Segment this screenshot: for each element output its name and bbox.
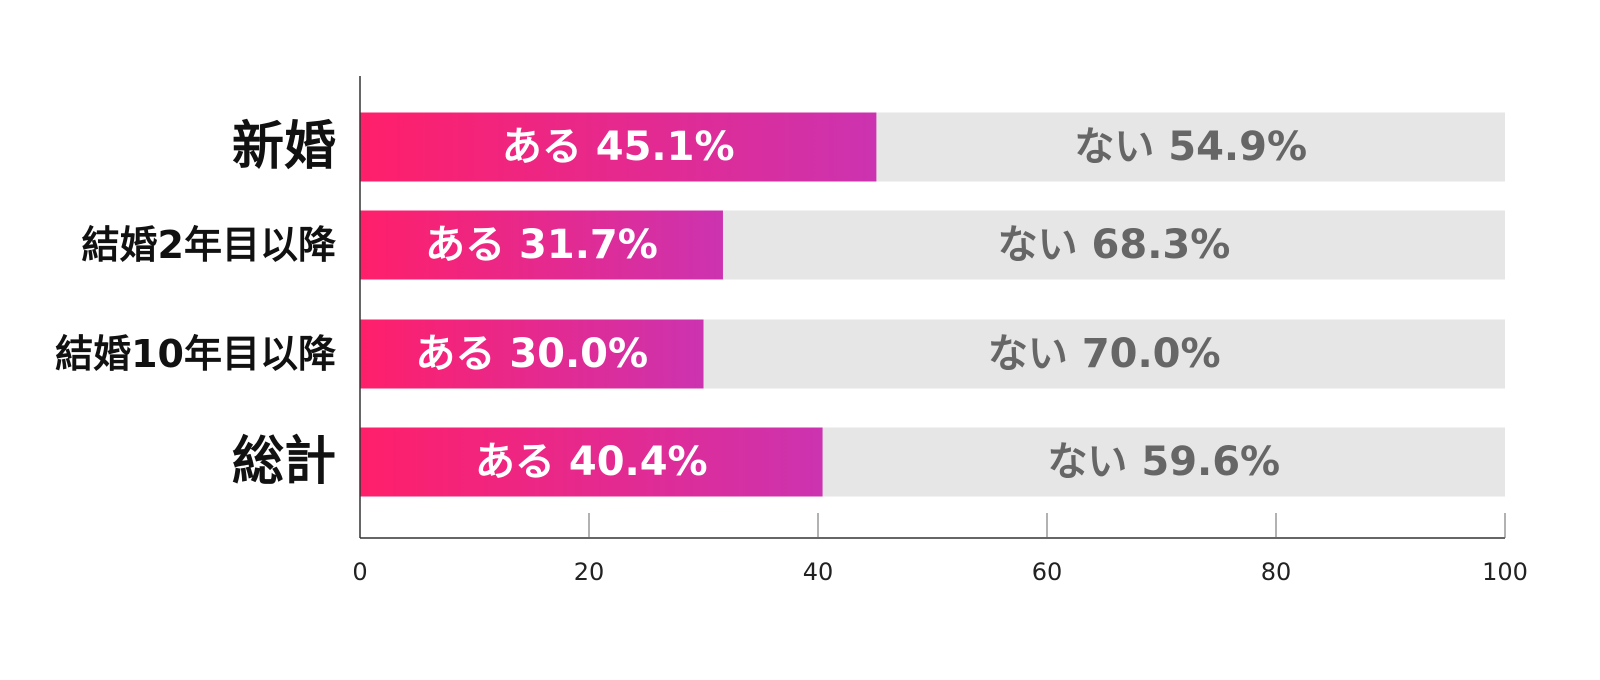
category-label-3: 総計 <box>232 432 336 492</box>
bar-aru-2 <box>360 319 704 389</box>
data-label-aru-3: ある 40.4% <box>475 439 708 485</box>
bar-nai-0 <box>876 112 1505 182</box>
category-label-1: 結婚2年目以降 <box>82 223 336 267</box>
bar-nai-1 <box>722 210 1505 280</box>
x-tick-label-100: 100 <box>1482 558 1528 586</box>
x-tick-label-20: 20 <box>574 558 605 586</box>
labels-layer: 新婚 ある 45.1% ない 54.9% 結婚2年目以降 ある 31.7% ない 68.3… <box>55 117 1528 586</box>
data-label-nai-0: ない 54.9% <box>1074 124 1307 170</box>
data-label-aru-2: ある 30.0% <box>415 331 648 377</box>
data-label-aru-1: ある 31.7% <box>425 222 658 268</box>
bar-aru-1 <box>360 210 723 280</box>
axes-layer <box>359 76 1506 539</box>
data-label-nai-3: ない 59.6% <box>1047 439 1280 485</box>
bars-layer <box>360 112 1505 497</box>
data-label-aru-0: ある 45.1% <box>502 124 735 170</box>
bar-aru-3 <box>360 427 823 497</box>
x-tick-label-0: 0 <box>352 558 367 586</box>
category-label-2: 結婚10年目以降 <box>55 332 336 376</box>
x-tick-label-40: 40 <box>803 558 834 586</box>
data-label-nai-1: ない 68.3% <box>998 222 1231 268</box>
category-label-0: 新婚 <box>232 117 336 177</box>
x-tick-label-80: 80 <box>1261 558 1292 586</box>
bar-nai-2 <box>703 319 1505 389</box>
x-tick-label-60: 60 <box>1032 558 1063 586</box>
bar-aru-0 <box>360 112 877 182</box>
data-label-nai-2: ない 70.0% <box>988 331 1221 377</box>
bar-nai-3 <box>822 427 1505 497</box>
